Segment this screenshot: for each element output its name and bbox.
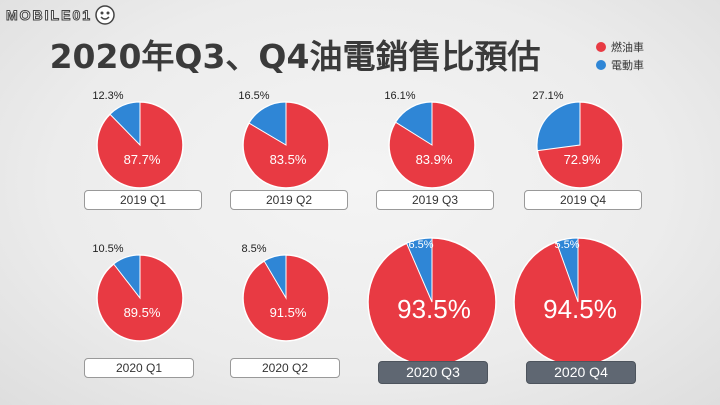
legend-swatch-gas — [596, 42, 606, 52]
legend-label-ev: 電動車 — [611, 59, 644, 72]
pie-slice-ev-2020-q2 — [263, 254, 287, 300]
legend-item-gas: 燃油車 — [596, 38, 644, 56]
pie-slice-ev-2020-q4 — [555, 237, 579, 303]
quarter-label: 2019 Q1 — [84, 190, 202, 210]
ev-percent-label: 5.5% — [554, 239, 579, 251]
gas-percent-label: 72.9% — [564, 152, 601, 167]
ev-percent-label: 16.5% — [238, 90, 269, 102]
quarter-label: 2019 Q2 — [230, 190, 348, 210]
pie-slice-ev-2020-q1 — [112, 254, 141, 300]
gas-percent-label: 83.9% — [416, 152, 453, 167]
pie-slice-ev-2020-q3 — [405, 237, 433, 303]
quarter-label: 2019 Q4 — [524, 190, 642, 210]
gas-percent-label: 93.5% — [397, 294, 471, 324]
gas-percent-label: 87.7% — [124, 152, 161, 167]
legend: 燃油車 電動車 — [596, 38, 644, 74]
ev-percent-label: 12.3% — [92, 90, 123, 102]
quarter-label: 2020 Q4 — [526, 361, 636, 384]
gas-percent-label: 94.5% — [543, 294, 617, 324]
gas-percent-label: 91.5% — [270, 305, 307, 320]
logo-text: MOBILE01 — [5, 7, 93, 24]
quarter-label: 2020 Q3 — [378, 361, 488, 384]
quarter-label: 2020 Q2 — [230, 358, 340, 378]
ev-percent-label: 8.5% — [241, 243, 266, 255]
pie-slice-ev-2019-q1 — [109, 101, 141, 147]
gas-percent-label: 83.5% — [270, 152, 307, 167]
quarter-label: 2020 Q1 — [84, 358, 194, 378]
quarter-label: 2019 Q3 — [376, 190, 494, 210]
pie-slice-ev-2019-q3 — [394, 101, 433, 146]
legend-item-ev: 電動車 — [596, 56, 644, 74]
ev-percent-label: 27.1% — [532, 90, 563, 102]
pie-slice-ev-2019-q4 — [536, 101, 581, 152]
page-title: 2020年Q3、Q4油電銷售比預估 — [49, 37, 541, 76]
mobile01-logo: MOBILE01 — [5, 4, 116, 26]
logo-face-icon — [95, 5, 115, 25]
ev-percent-label: 10.5% — [92, 243, 123, 255]
ev-percent-label: 16.1% — [384, 90, 415, 102]
legend-label-gas: 燃油車 — [611, 41, 644, 54]
pie-slice-ev-2019-q2 — [248, 101, 287, 146]
gas-percent-label: 89.5% — [124, 305, 161, 320]
ev-percent-label: 6.5% — [408, 239, 433, 251]
legend-swatch-ev — [596, 60, 606, 70]
